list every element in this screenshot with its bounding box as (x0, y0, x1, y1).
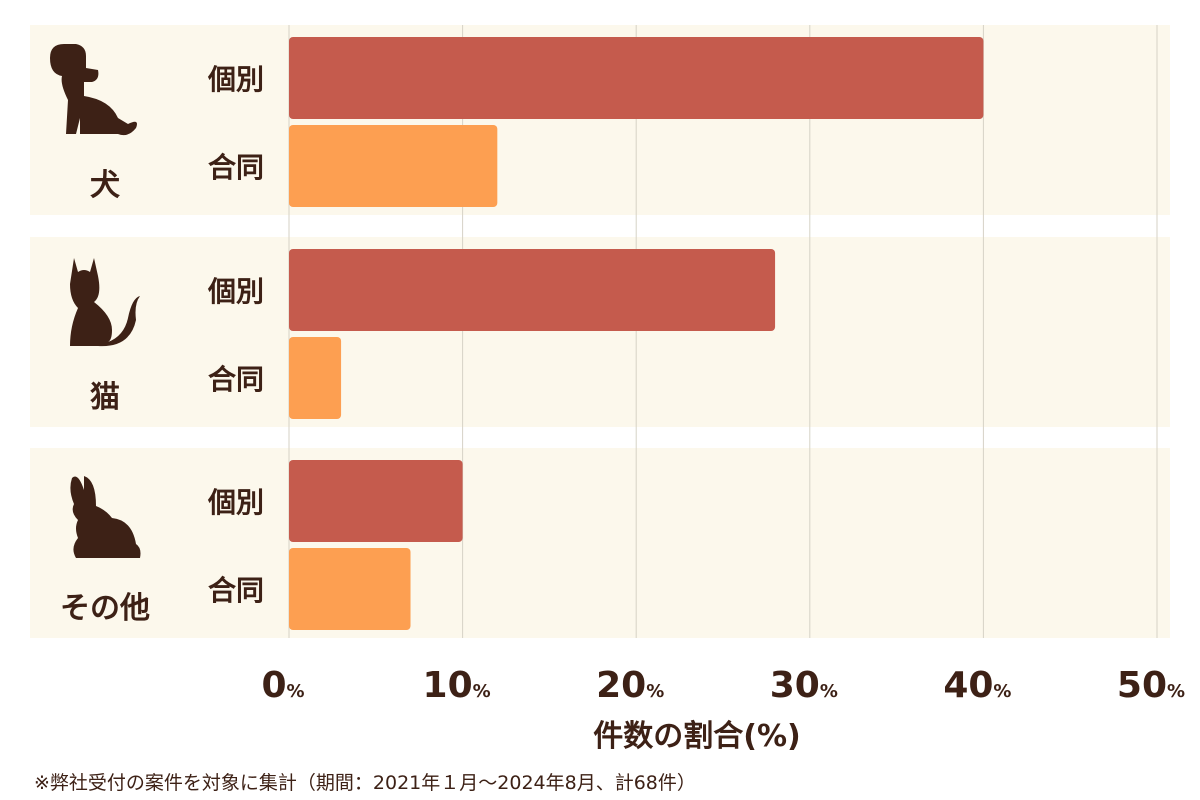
cat-icon (70, 258, 140, 347)
tick-label: 10% (423, 665, 491, 706)
tick-label: 30% (770, 665, 838, 706)
group-label: 猫 (90, 380, 120, 415)
dog-icon (50, 44, 137, 136)
tick-label: 50% (1117, 665, 1185, 706)
bar-joint (289, 337, 342, 419)
bar-joint (289, 548, 411, 630)
bar-category-label: 合同 (208, 363, 264, 396)
tick-label: 40% (943, 665, 1011, 706)
bar-individual (289, 249, 776, 331)
panel-2 (30, 448, 1170, 638)
bar-joint (289, 125, 498, 207)
tick-label: 0% (261, 665, 304, 706)
bar-category-label: 個別 (207, 63, 264, 96)
footnote: ※弊社受付の案件を対象に集計（期間：2021年１月～2024年8月、計68件） (34, 772, 696, 794)
rabbit-icon (70, 476, 141, 558)
x-axis-title: 件数の割合(%) (593, 719, 800, 754)
tick-label: 20% (596, 665, 664, 706)
bar-category-label: 個別 (207, 486, 264, 519)
bar-individual (289, 460, 463, 542)
bar-category-label: 個別 (207, 275, 264, 308)
bar-individual (289, 37, 984, 119)
group-label: その他 (60, 591, 150, 626)
bar-category-label: 合同 (208, 151, 264, 184)
group-label: 犬 (90, 168, 120, 203)
bar-category-label: 合同 (208, 574, 264, 607)
